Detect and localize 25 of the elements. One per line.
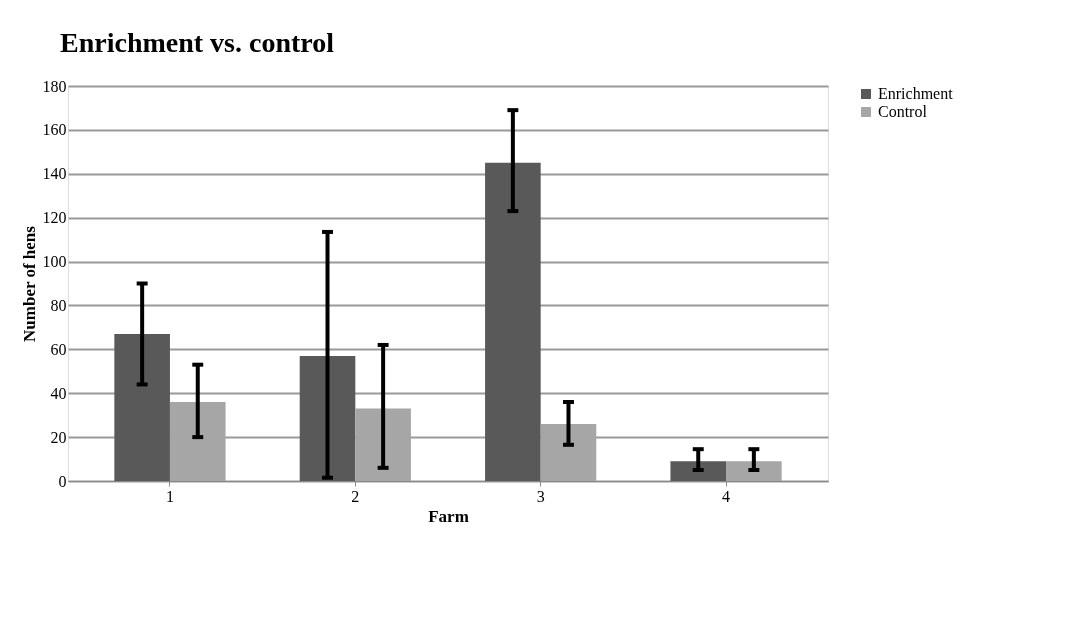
y-tick-label: 60 — [50, 340, 67, 358]
y-tick-label: 140 — [42, 165, 67, 183]
y-tick-label: 180 — [42, 77, 67, 95]
legend-label: Control — [878, 103, 928, 120]
x-tick-label: 1 — [165, 487, 174, 505]
y-tick-label: 20 — [50, 428, 67, 446]
x-axis-title: Farm — [428, 506, 469, 526]
chart-title: Enrichment vs. control — [60, 27, 335, 58]
x-tick-label: 4 — [722, 487, 731, 505]
y-tick-label: 100 — [42, 253, 67, 271]
y-tick-label: 0 — [58, 472, 67, 490]
bar — [485, 162, 541, 481]
legend-label: Enrichment — [878, 85, 954, 102]
y-tick-label: 80 — [50, 296, 67, 314]
bar — [670, 461, 727, 481]
bar — [540, 423, 597, 481]
y-tick-label: 120 — [42, 209, 67, 227]
bar — [726, 461, 782, 481]
x-tick-label: 3 — [536, 487, 545, 505]
x-tick-label: 2 — [351, 487, 360, 505]
bar — [114, 333, 170, 481]
y-tick-label: 160 — [42, 121, 67, 139]
bar — [169, 402, 226, 481]
y-axis-title: Number of hens — [19, 225, 39, 342]
y-tick-label: 40 — [50, 384, 67, 402]
